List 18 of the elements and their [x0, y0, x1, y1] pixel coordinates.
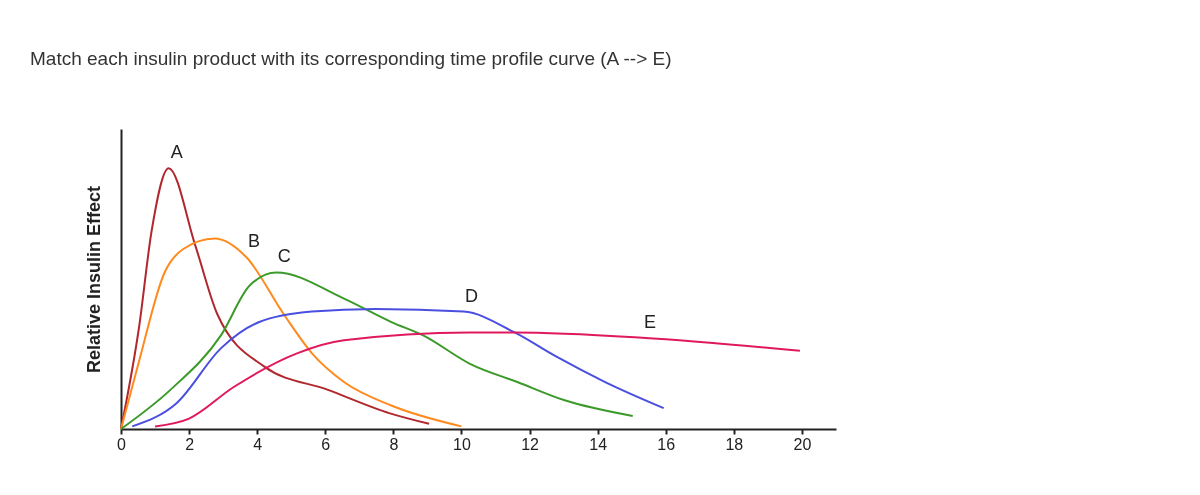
y-axis-title: Relative Insulin Effect [83, 185, 104, 374]
x-tick-label: 6 [321, 435, 331, 453]
series-label: B [247, 230, 260, 251]
x-tick-label: 20 [793, 435, 812, 453]
series-label: D [465, 285, 479, 306]
chart-title: Match each insulin product with its corresponding time profile curve (A --> E) [30, 48, 672, 69]
x-tick-label: 14 [589, 435, 608, 453]
x-tick-label: 4 [253, 435, 263, 453]
x-tick-label: 0 [117, 435, 127, 453]
x-tick-label: 10 [453, 435, 471, 453]
x-tick-label: 8 [389, 435, 399, 453]
x-tick-label: 12 [521, 435, 540, 453]
x-tick-label: 18 [725, 435, 744, 453]
series-label: A [170, 142, 183, 163]
series-label: C [277, 246, 291, 267]
x-tick-label: 16 [657, 435, 676, 453]
series-label: E [643, 311, 656, 332]
x-tick-label: 2 [185, 435, 195, 453]
